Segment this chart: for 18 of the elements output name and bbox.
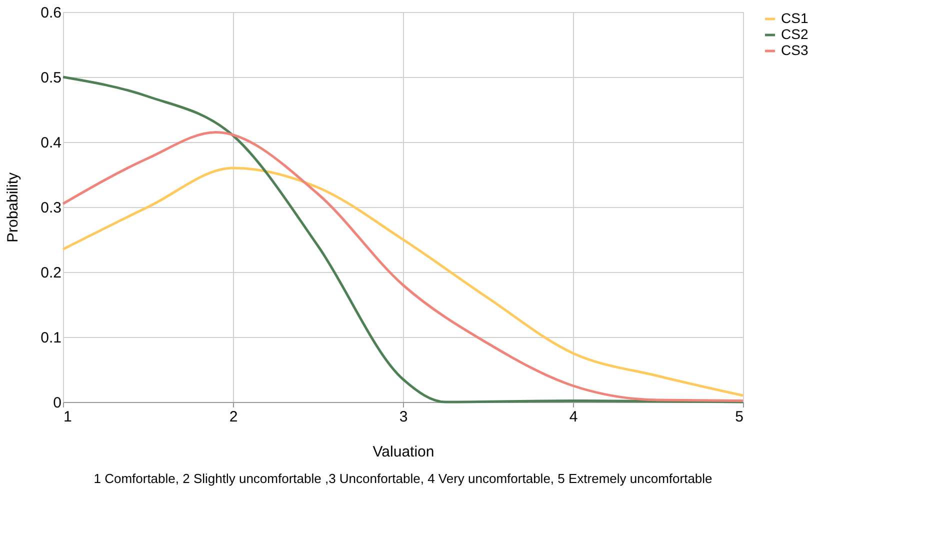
x-tick-label: 4 <box>569 408 578 426</box>
x-tick-label: 2 <box>229 408 238 426</box>
y-tick-label: 0.1 <box>40 330 62 346</box>
x-tick-label: 5 <box>735 408 744 426</box>
y-tick-label: 0 <box>53 394 62 412</box>
legend-label: CS3 <box>781 42 808 58</box>
x-axis-title: Valuation <box>372 444 434 460</box>
legend-label: CS1 <box>781 10 808 26</box>
y-tick-label: 0.3 <box>40 200 62 216</box>
legend-label: CS2 <box>781 26 808 42</box>
y-tick-label: 0.2 <box>40 264 62 282</box>
y-tick-label: 0.6 <box>40 4 62 22</box>
y-tick-label: 0.4 <box>40 134 62 152</box>
x-tick-label: 3 <box>399 408 408 426</box>
x-tick-label: 1 <box>64 408 72 426</box>
text: 1 Comfortable, 2 Slightly uncomfortable ,3 Unconfortable, 4 Very uncomfortable, 5 Extremely uncomfortable <box>94 471 712 486</box>
y-axis-title: Probability <box>4 172 22 243</box>
y-tick-label: 0.5 <box>40 70 62 86</box>
